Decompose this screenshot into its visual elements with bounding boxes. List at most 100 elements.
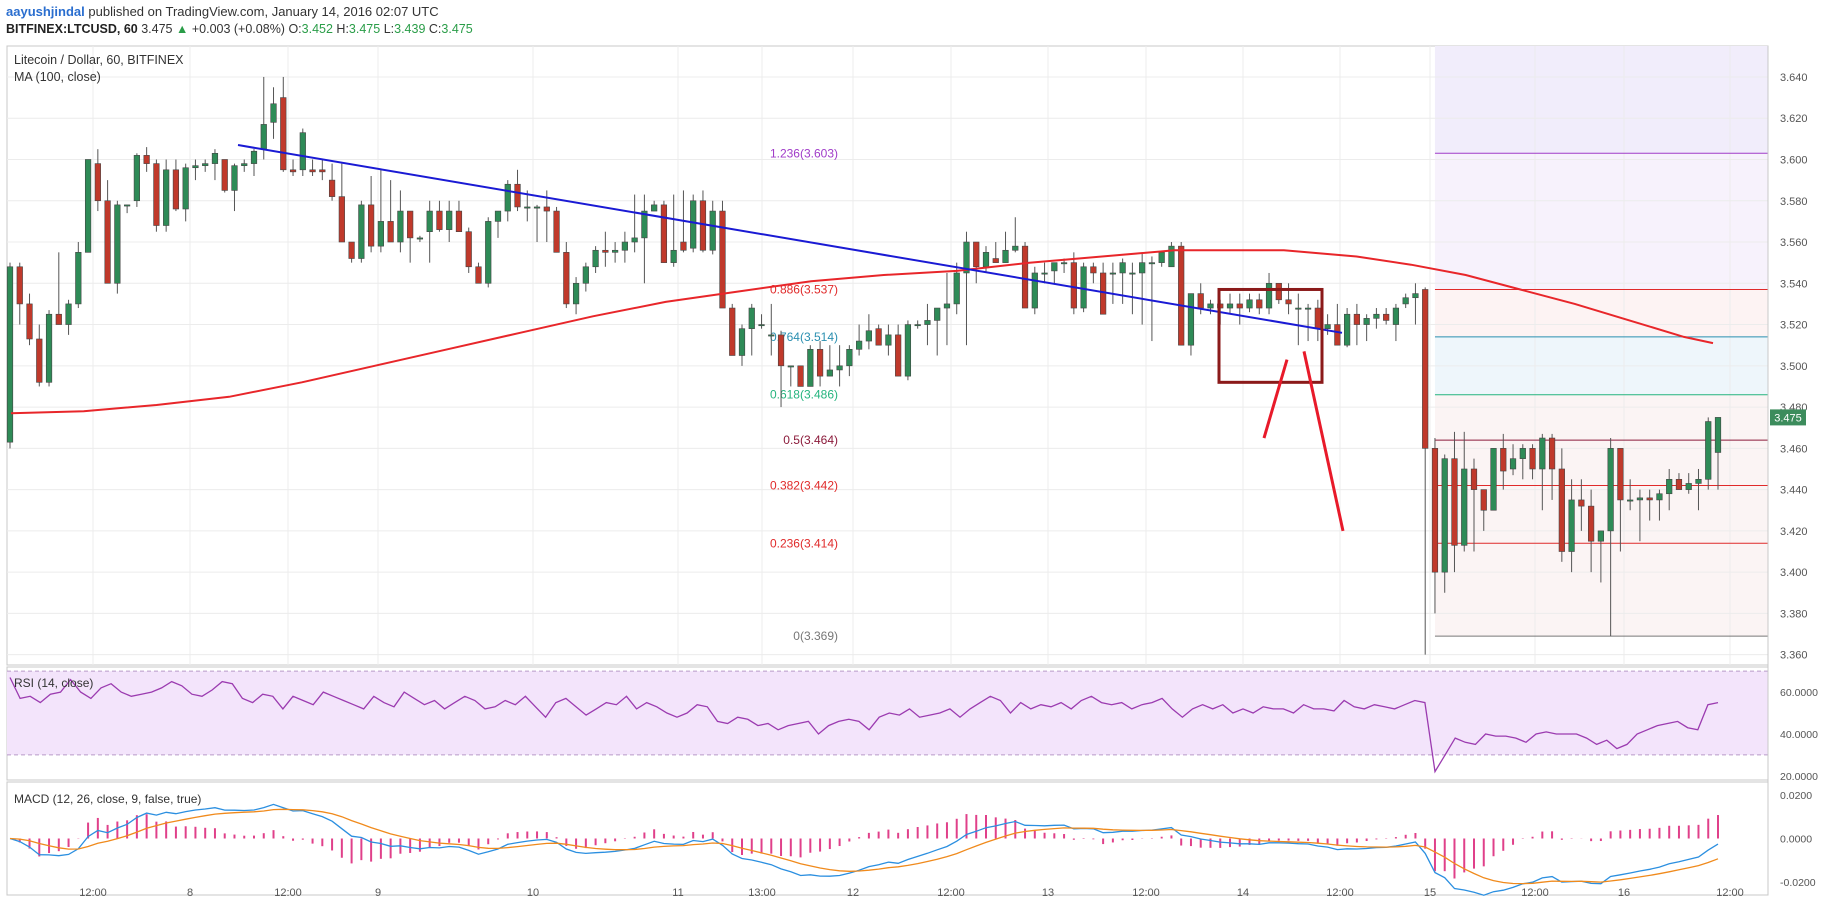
candle (75, 252, 82, 305)
candle (260, 124, 267, 150)
axes: 3.3603.3803.4003.4203.4403.4603.4803.500… (79, 46, 1818, 899)
trendline (237, 144, 1343, 334)
candle (924, 320, 931, 325)
price-pane[interactable]: 1.236(3.603) 0.886(3.537) 0.764(3.514) 0.61… (6, 45, 1824, 895)
candle (36, 338, 43, 383)
y-tick-label: 3.500 (1780, 361, 1808, 373)
high-value: 3.475 (348, 22, 381, 36)
candle (719, 210, 726, 309)
candle (572, 282, 580, 305)
candle (387, 221, 394, 243)
candle (133, 155, 140, 202)
candle (797, 365, 804, 387)
candle (992, 258, 999, 263)
candle (748, 307, 755, 329)
candle (358, 204, 365, 259)
y-tick-label: 3.620 (1780, 113, 1808, 125)
macd-pane[interactable] (6, 781, 1769, 896)
candle (368, 204, 375, 247)
candle (26, 303, 33, 340)
candle (1500, 448, 1507, 472)
rsi-pane[interactable] (6, 666, 1769, 781)
candle (1539, 437, 1546, 470)
candle (1265, 282, 1273, 309)
candle (865, 330, 872, 342)
candle (1041, 272, 1048, 275)
candle (143, 155, 150, 164)
candle (807, 349, 814, 387)
candle (1480, 489, 1487, 511)
candle (1168, 245, 1175, 268)
last-price: 3.475 (141, 22, 173, 36)
author-link[interactable]: aayushjindal (6, 4, 85, 19)
candle (846, 349, 853, 367)
rsi-line (9, 677, 1719, 774)
rsi-tick-label: 40.0000 (1780, 729, 1818, 741)
candle (1441, 458, 1448, 573)
change-value: +0.003 (+0.08%) (191, 22, 285, 36)
candle (1363, 318, 1370, 325)
candle (1714, 417, 1722, 453)
fib-level-label: 0.886(3.537) (770, 282, 838, 296)
candle (524, 206, 531, 209)
candle (299, 132, 306, 171)
candle (1597, 530, 1604, 542)
candle (348, 241, 355, 259)
candle (94, 163, 101, 202)
macd-title: MACD (12, 26, close, 9, false, true) (14, 792, 201, 806)
candle (602, 249, 609, 253)
y-tick-label: 3.520 (1780, 320, 1808, 332)
candle (1402, 297, 1409, 305)
fib-level-label: 0.618(3.486) (770, 388, 838, 402)
candle (426, 210, 433, 232)
candle (1705, 421, 1712, 480)
candle (543, 206, 550, 212)
candle (680, 241, 687, 251)
x-tick-label: 12:00 (1521, 887, 1549, 899)
candle (651, 204, 658, 212)
y-tick-label: 3.400 (1780, 567, 1808, 579)
candle (494, 210, 502, 222)
candle (758, 324, 765, 327)
candle (709, 210, 716, 251)
candle (211, 152, 219, 164)
publish-info: aayushjindal published on TradingView.co… (6, 4, 439, 19)
candle (1461, 468, 1468, 546)
candle (699, 200, 707, 251)
candle (475, 266, 482, 284)
rsi-band (7, 671, 1768, 755)
candle (690, 200, 697, 249)
candle (270, 103, 277, 123)
macd-tick-label: -0.0200 (1780, 877, 1816, 889)
signal-line (9, 808, 1719, 885)
candle (1109, 272, 1116, 275)
x-tick-label: 10 (527, 887, 539, 899)
candle (1178, 245, 1185, 346)
candle (1275, 282, 1282, 301)
candle (816, 349, 824, 377)
published-text: published on TradingView.com, January 14… (88, 4, 439, 19)
x-tick-label: 13 (1042, 887, 1054, 899)
candle (377, 221, 384, 247)
candle (55, 313, 62, 325)
candle (787, 365, 794, 368)
candle (1100, 272, 1107, 315)
candle (328, 179, 336, 197)
candle (777, 334, 785, 367)
candle (1412, 293, 1419, 299)
candle (738, 328, 746, 356)
candle (563, 252, 570, 305)
candle (904, 324, 912, 377)
candle (338, 196, 345, 243)
candle (1617, 448, 1624, 501)
candle (1236, 303, 1243, 309)
main-title: Litecoin / Dollar, 60, BITFINEX (14, 53, 184, 67)
y-tick-label: 3.460 (1780, 443, 1808, 455)
candle (221, 159, 228, 191)
x-tick-label: 12:00 (937, 887, 965, 899)
y-tick-label: 3.380 (1780, 608, 1808, 620)
candle (1324, 324, 1331, 329)
high-label: H: (336, 22, 349, 36)
candle (1373, 313, 1380, 319)
